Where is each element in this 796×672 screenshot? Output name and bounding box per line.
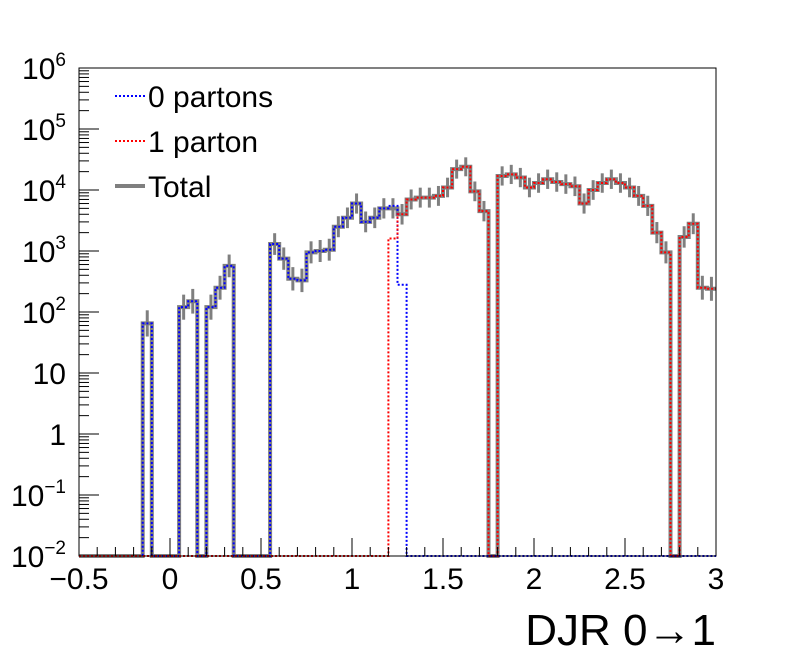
legend-label: 1 parton	[148, 126, 258, 159]
y-tick-label: 106	[22, 50, 66, 86]
x-tick-label: 0	[162, 563, 179, 596]
y-tick-label: 104	[22, 172, 66, 208]
y-tick-label: 105	[22, 111, 66, 147]
x-tick-labels: −0.5 0 0.5 1 1.5 2 2.5 3	[49, 563, 724, 596]
legend: 0 partons 1 parton Total	[115, 81, 273, 204]
legend-label: 0 partons	[148, 81, 273, 114]
legend-label: Total	[148, 171, 211, 204]
x-axis-title: DJR 0→1	[525, 606, 716, 655]
y-tick-label: 10	[33, 358, 66, 391]
y-tick-label: 1	[49, 419, 66, 452]
x-tick-label: 3	[708, 563, 725, 596]
x-tick-label: 0.5	[240, 563, 282, 596]
y-tick-label: 10−1	[11, 477, 66, 513]
x-tick-label: 2.5	[604, 563, 646, 596]
x-tick-label: 1	[344, 563, 361, 596]
y-tick-label: 10−2	[11, 538, 66, 574]
y-tick-label: 103	[22, 233, 66, 269]
y-tick-labels: 10−2 10−1 1 10 102 103 104 105 106	[11, 50, 66, 574]
axis-ticks	[78, 67, 717, 557]
x-tick-label: 1.5	[422, 563, 464, 596]
x-tick-label: −0.5	[49, 563, 108, 596]
y-tick-label: 102	[22, 294, 66, 330]
series-line-1-parton	[79, 165, 716, 557]
x-tick-label: 2	[526, 563, 543, 596]
